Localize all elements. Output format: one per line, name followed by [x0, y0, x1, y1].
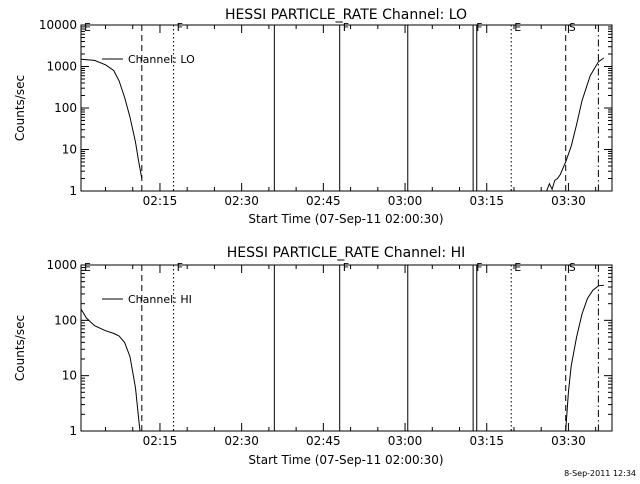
x-tick-label: 02:15	[143, 434, 178, 448]
y-tick-label: 100	[54, 313, 77, 327]
date-stamp: 8-Sep-2011 12:34	[564, 469, 636, 478]
y-tick-label: 100	[54, 101, 77, 115]
x-tick-label: 02:45	[306, 434, 341, 448]
event-marker-label: F	[476, 21, 482, 34]
y-axis-label: Counts/sec	[13, 75, 27, 141]
x-tick-label: 02:30	[224, 194, 259, 208]
x-tick-label: 03:00	[388, 434, 423, 448]
y-tick-label: 10	[62, 369, 77, 383]
event-marker-label: F	[476, 261, 482, 274]
x-tick-label: 02:15	[143, 194, 178, 208]
y-tick-label: 1000	[46, 60, 77, 74]
event-marker-label: E	[84, 261, 91, 274]
event-marker-label: F	[177, 21, 183, 34]
y-tick-label: 1	[69, 184, 77, 198]
y-axis-label: Counts/sec	[13, 315, 27, 381]
event-marker-label: F	[177, 261, 183, 274]
event-marker-label: F	[343, 261, 349, 274]
x-tick-label: 03:30	[551, 194, 586, 208]
y-tick-label: 10	[62, 143, 77, 157]
x-tick-label: 03:30	[551, 434, 586, 448]
data-series-line	[80, 308, 141, 432]
data-series-line	[546, 57, 605, 192]
lo-channel-panel: HESSI PARTICLE_RATE Channel: LO Counts/se…	[13, 7, 613, 226]
y-tick-label: 1000	[46, 258, 77, 272]
x-tick-label: 03:15	[469, 434, 504, 448]
x-tick-label: 02:45	[306, 194, 341, 208]
event-marker-label: S	[569, 21, 576, 34]
x-axis-label: Start Time (07-Sep-11 02:00:30)	[248, 453, 443, 467]
legend-label: Channel: HI	[128, 293, 192, 306]
plot-frame	[80, 264, 613, 432]
data-series-line	[565, 284, 604, 432]
y-tick-label: 1	[69, 424, 77, 438]
event-marker-label: F	[343, 21, 349, 34]
event-marker-label: E	[84, 21, 91, 34]
x-axis-label: Start Time (07-Sep-11 02:00:30)	[248, 212, 443, 226]
x-tick-label: 03:00	[388, 194, 423, 208]
chart-title: HESSI PARTICLE_RATE Channel: HI	[227, 245, 465, 261]
event-marker-label: E	[514, 261, 521, 274]
hi-channel-panel: HESSI PARTICLE_RATE Channel: HI Counts/se…	[13, 245, 613, 467]
event-marker-label: S	[569, 261, 576, 274]
event-marker-label: E	[514, 21, 521, 34]
chart-title: HESSI PARTICLE_RATE Channel: LO	[225, 7, 467, 23]
x-tick-label: 02:30	[224, 434, 259, 448]
data-series-line	[80, 58, 143, 179]
legend-label: Channel: LO	[128, 53, 195, 66]
y-tick-label: 10000	[39, 18, 77, 32]
x-tick-label: 03:15	[469, 194, 504, 208]
